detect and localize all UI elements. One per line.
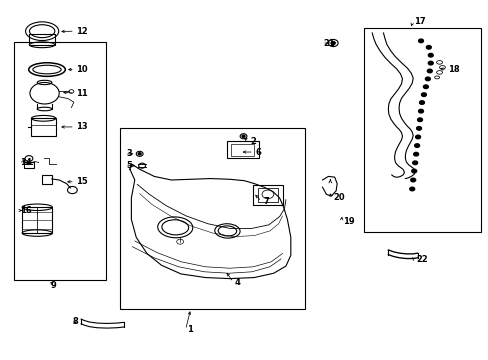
Text: 19: 19 [342, 217, 354, 226]
Text: 7: 7 [263, 197, 268, 206]
Text: 20: 20 [332, 193, 344, 202]
Text: 6: 6 [255, 148, 261, 157]
Bar [42, 175, 52, 184]
Text: 1: 1 [186, 325, 192, 334]
Text: 11: 11 [76, 89, 88, 98]
Circle shape [426, 45, 430, 49]
Text: 5: 5 [126, 161, 132, 170]
Circle shape [410, 178, 415, 182]
Text: 21: 21 [323, 39, 335, 48]
Bar [22, 207, 52, 233]
Circle shape [330, 41, 334, 44]
Circle shape [427, 69, 431, 73]
Text: 9: 9 [50, 281, 56, 290]
Circle shape [416, 127, 421, 130]
Circle shape [421, 93, 426, 96]
Bar [31, 118, 56, 135]
Text: 4: 4 [234, 278, 240, 287]
Circle shape [419, 101, 424, 104]
Text: 10: 10 [76, 65, 88, 74]
Circle shape [418, 109, 423, 113]
Bar [230, 144, 254, 156]
Text: 16: 16 [20, 206, 32, 215]
Text: 3: 3 [126, 149, 132, 158]
Bar [29, 34, 55, 45]
Bar [24, 162, 34, 168]
Circle shape [411, 169, 416, 173]
Bar [258, 188, 277, 202]
Text: 18: 18 [447, 65, 459, 74]
Bar [227, 141, 259, 158]
Bar [363, 28, 480, 232]
Circle shape [417, 118, 422, 122]
Text: 22: 22 [415, 255, 427, 264]
Text: 17: 17 [413, 17, 425, 26]
Text: 13: 13 [76, 122, 88, 131]
Circle shape [425, 77, 429, 81]
Circle shape [138, 153, 141, 155]
Circle shape [413, 152, 418, 156]
Circle shape [427, 53, 432, 57]
Text: 14: 14 [20, 158, 32, 167]
Bar [253, 185, 282, 205]
Circle shape [412, 161, 417, 165]
Circle shape [415, 135, 420, 139]
Circle shape [409, 187, 414, 191]
Text: 8: 8 [73, 317, 79, 326]
Circle shape [242, 135, 244, 137]
Text: 12: 12 [76, 27, 88, 36]
Circle shape [423, 85, 427, 89]
Circle shape [418, 39, 423, 42]
Text: 2: 2 [250, 137, 256, 146]
Bar [14, 42, 105, 280]
Circle shape [414, 144, 419, 147]
Text: 15: 15 [76, 177, 88, 186]
Bar [120, 128, 305, 309]
Circle shape [427, 61, 432, 65]
